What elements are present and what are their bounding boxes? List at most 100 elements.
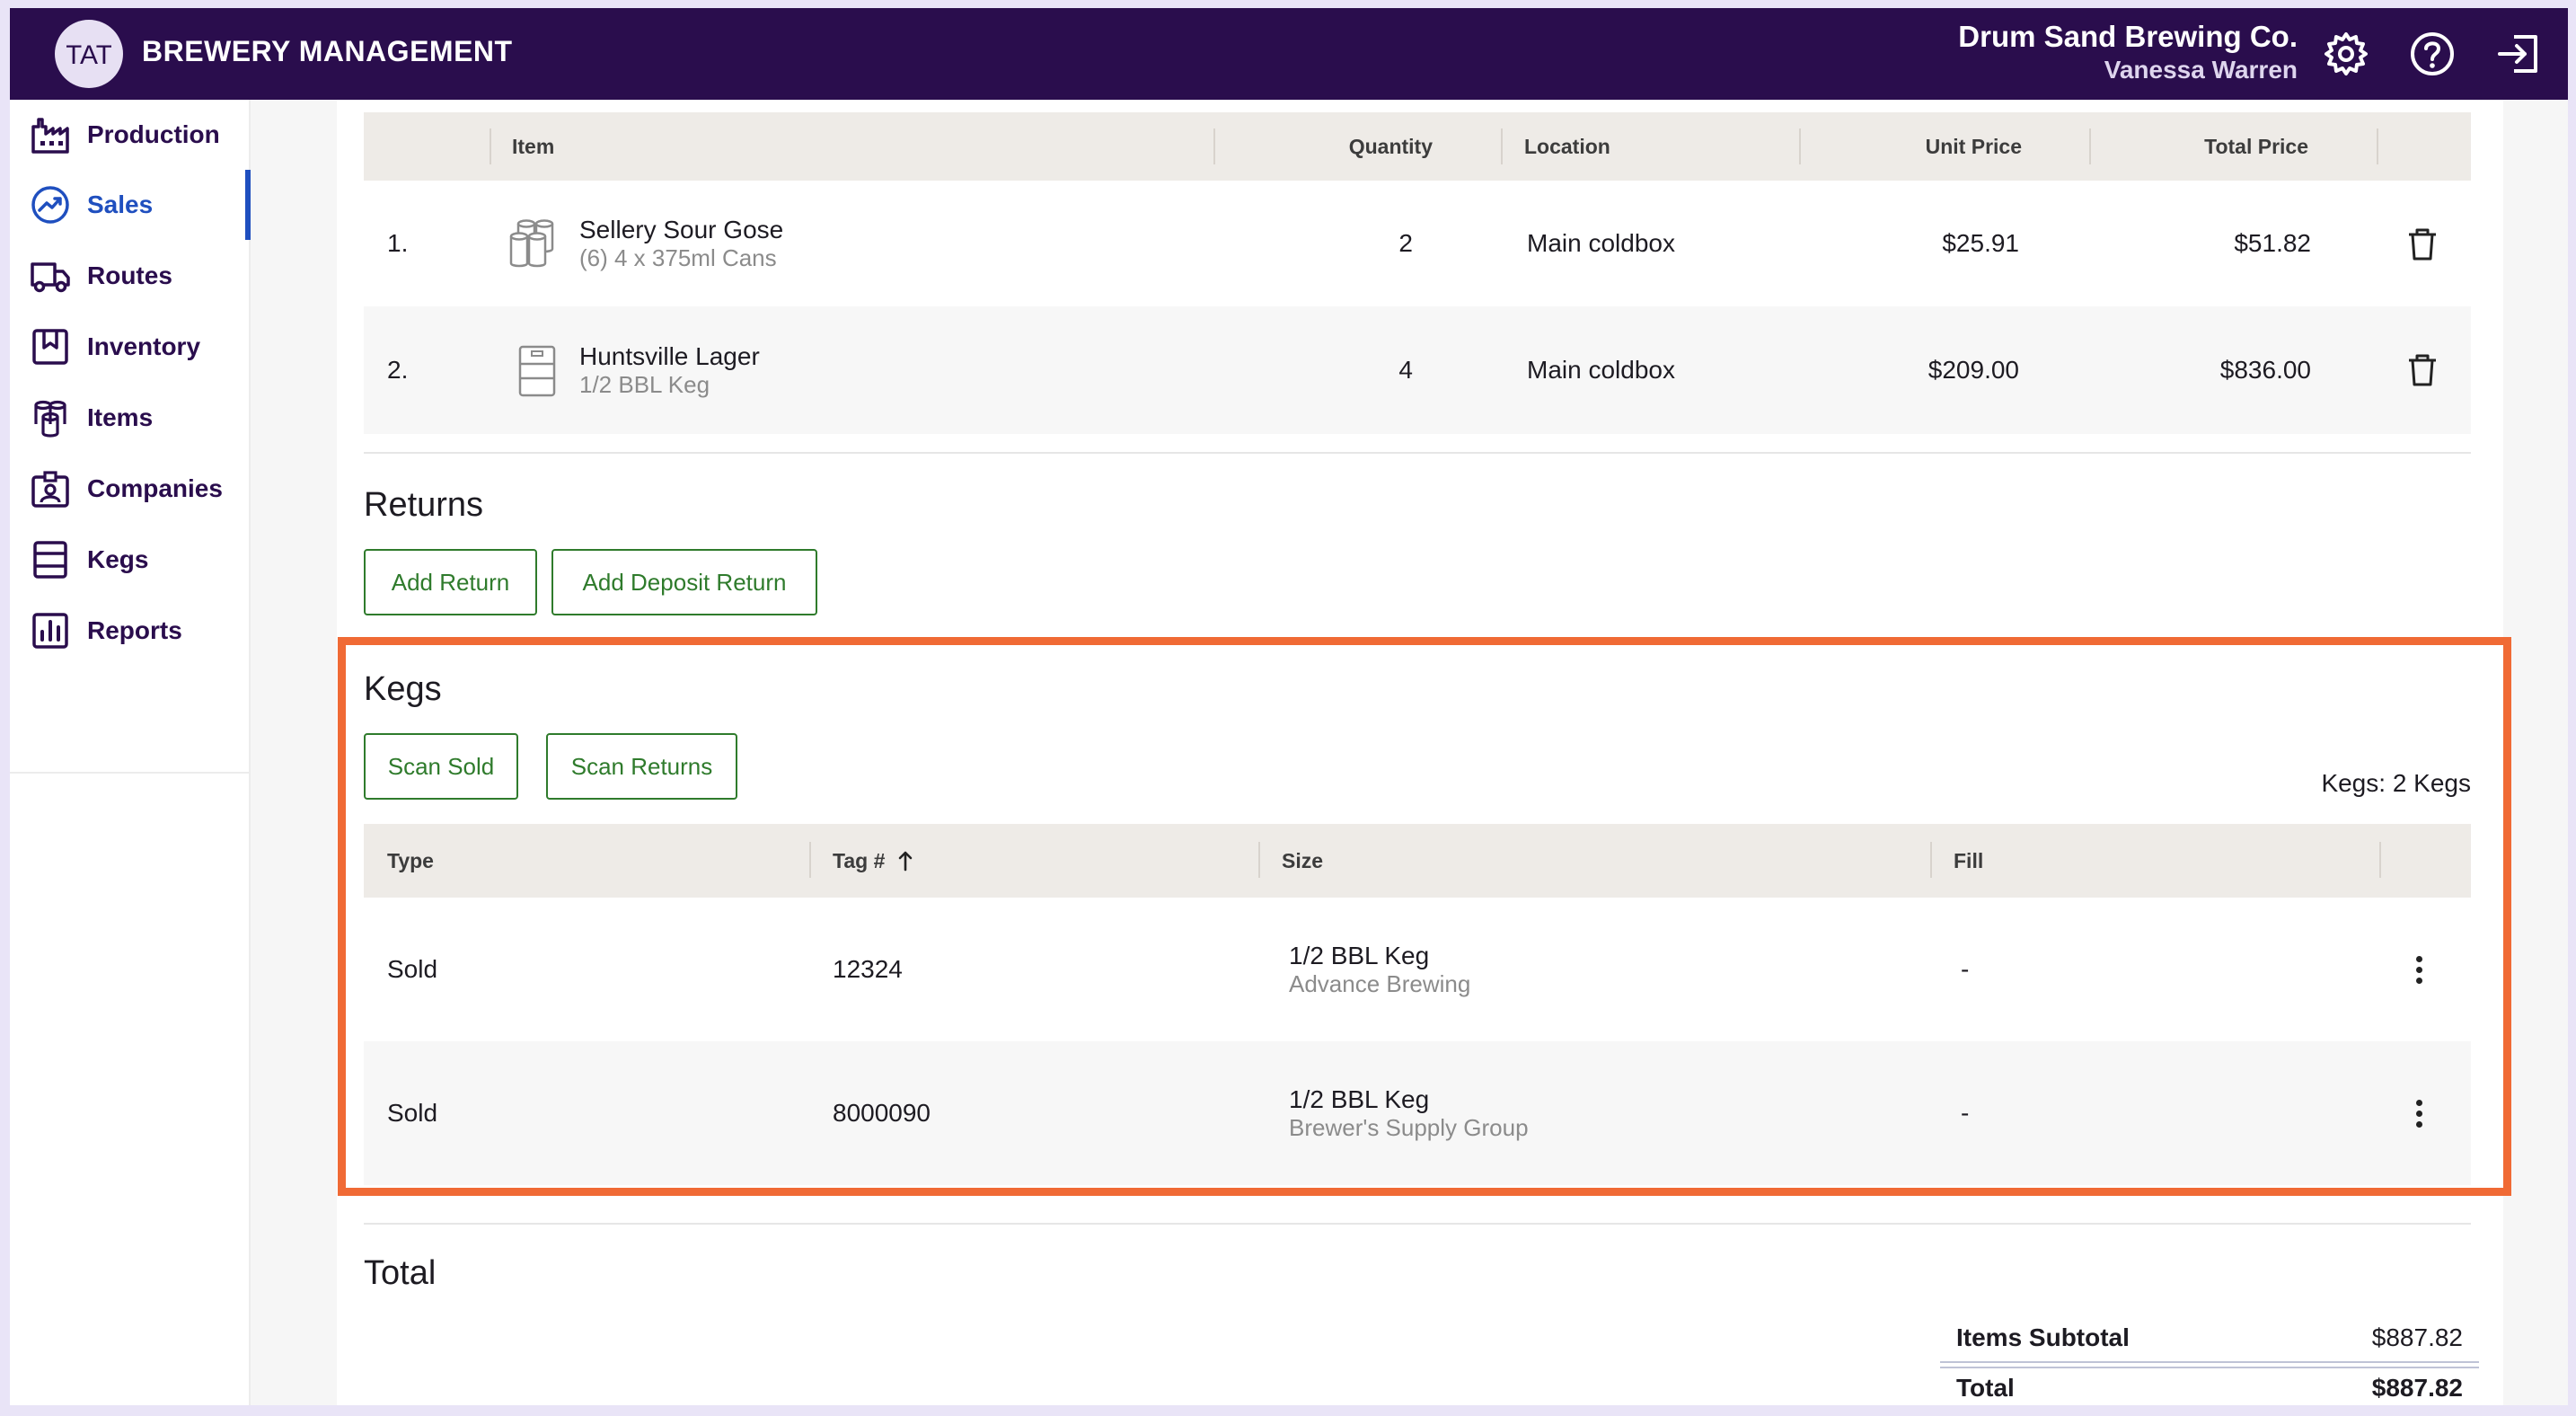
badge-icon <box>31 471 69 508</box>
column-header-size[interactable]: Size <box>1282 848 1324 872</box>
trash-icon[interactable] <box>2406 227 2439 261</box>
sidebar-item-routes[interactable]: Routes <box>10 241 251 311</box>
column-header-item[interactable]: Item <box>512 134 555 158</box>
total-value: $887.82 <box>2371 1374 2463 1402</box>
sidebar-item-label: Companies <box>87 474 223 502</box>
svg-text:TAT: TAT <box>66 40 111 70</box>
row-number: 1. <box>387 229 409 257</box>
total-title: Total <box>364 1254 437 1292</box>
keg-type-cell: Sold <box>387 1099 438 1127</box>
truck-icon <box>31 262 70 293</box>
logout-icon[interactable] <box>2494 30 2543 78</box>
gear-icon[interactable] <box>2322 30 2370 78</box>
keg-vendor: Brewer's Supply Group <box>1289 1113 1529 1141</box>
scan-returns-button[interactable]: Scan Returns <box>546 733 737 800</box>
column-divider <box>490 128 491 164</box>
keg-size-cell: 1/2 BBL Keg Advance Brewing <box>1289 898 1470 1041</box>
sidebar-item-sales[interactable]: Sales <box>10 170 251 240</box>
more-vertical-icon <box>2415 955 2422 984</box>
column-divider <box>1258 842 1260 878</box>
item-cell[interactable]: Huntsville Lager 1/2 BBL Keg <box>579 306 760 434</box>
quantity-cell: 2 <box>1398 229 1413 257</box>
total-label: Total <box>1956 1374 2015 1402</box>
help-icon[interactable] <box>2408 30 2457 78</box>
sidebar-item-label: Items <box>87 403 154 431</box>
column-header-location[interactable]: Location <box>1524 134 1610 158</box>
keg-size: 1/2 BBL Keg <box>1289 941 1430 969</box>
brand-logo[interactable]: TAT <box>55 20 123 88</box>
column-header-unit-price[interactable]: Unit Price <box>1925 134 2022 158</box>
kegs-title: Kegs <box>364 670 442 708</box>
table-row: 1. Sellery Sour Gose (6) 4 x 375ml Cans … <box>364 181 2471 306</box>
user-name: Vanessa Warren <box>2104 56 2298 84</box>
column-divider <box>2379 842 2381 878</box>
top-bar: TAT BREWERY MANAGEMENT Drum Sand Brewing… <box>10 8 2568 100</box>
factory-icon <box>31 118 69 154</box>
table-row: Sold 8000090 1/2 BBL Keg Brewer's Supply… <box>364 1041 2471 1185</box>
keg-size: 1/2 BBL Keg <box>1289 1084 1430 1113</box>
keg-type-cell: Sold <box>387 955 438 983</box>
table-row: 2. Huntsville Lager 1/2 BBL Keg 4 Main c… <box>364 306 2471 434</box>
column-header-type[interactable]: Type <box>387 848 434 872</box>
scan-sold-button[interactable]: Scan Sold <box>364 733 518 800</box>
items-table-header: Item Quantity Location Unit Price Total … <box>364 112 2471 181</box>
sidebar-item-label: Kegs <box>87 545 149 573</box>
keg-tag-cell: 12324 <box>833 955 903 983</box>
keg-icon <box>33 541 67 579</box>
item-cell[interactable]: Sellery Sour Gose (6) 4 x 375ml Cans <box>579 181 783 306</box>
location-cell: Main coldbox <box>1527 356 1675 384</box>
sidebar-item-production[interactable]: Production <box>10 100 251 170</box>
unit-price-cell: $209.00 <box>1928 356 2019 384</box>
trend-icon <box>31 186 69 224</box>
trash-icon[interactable] <box>2406 353 2439 387</box>
section-divider <box>364 1223 2471 1225</box>
row-number: 2. <box>387 356 409 384</box>
column-header-fill[interactable]: Fill <box>1954 848 1984 872</box>
column-divider <box>1213 128 1215 164</box>
unit-price-cell: $25.91 <box>1942 229 2019 257</box>
sidebar-item-companies[interactable]: Companies <box>10 454 251 524</box>
subtotal-row: Items Subtotal $887.82 <box>1940 1323 2479 1358</box>
sidebar-item-inventory[interactable]: Inventory <box>10 312 251 382</box>
subtotal-value: $887.82 <box>2371 1323 2463 1351</box>
app-title: BREWERY MANAGEMENT <box>142 35 513 67</box>
column-header-quantity[interactable]: Quantity <box>1348 134 1433 158</box>
totals-summary: Items Subtotal $887.82 Total $887.82 <box>1940 1323 2479 1404</box>
sidebar-item-reports[interactable]: Reports <box>10 596 251 666</box>
column-divider <box>2377 128 2378 164</box>
column-header-tag[interactable]: Tag # <box>833 824 913 898</box>
column-header-total-price[interactable]: Total Price <box>2204 134 2308 158</box>
sidebar-item-items[interactable]: Items <box>10 383 251 453</box>
keg-icon <box>518 345 556 397</box>
column-divider <box>2089 128 2091 164</box>
sidebar-item-kegs[interactable]: Kegs <box>10 525 251 595</box>
column-divider <box>1799 128 1801 164</box>
total-price-cell: $51.82 <box>2234 229 2311 257</box>
more-options-button[interactable] <box>2401 898 2437 1041</box>
column-header-tag-label: Tag # <box>833 848 886 872</box>
column-divider <box>1930 842 1932 878</box>
more-vertical-icon <box>2415 1099 2422 1128</box>
add-return-button[interactable]: Add Return <box>364 549 537 615</box>
item-description: 1/2 BBL Keg <box>579 370 710 398</box>
item-name: Huntsville Lager <box>579 341 760 370</box>
keg-fill-cell: - <box>1961 955 1970 983</box>
more-options-button[interactable] <box>2401 1041 2437 1185</box>
add-deposit-return-button[interactable]: Add Deposit Return <box>551 549 817 615</box>
sidebar-item-label: Inventory <box>87 332 201 360</box>
main-content: Item Quantity Location Unit Price Total … <box>337 100 2503 1405</box>
sort-ascending-icon <box>899 851 913 872</box>
keg-count: Kegs: 2 Kegs <box>2321 769 2471 797</box>
subtotal-label: Items Subtotal <box>1956 1323 2130 1351</box>
sidebar: Production Sales Routes Inventory <box>10 100 251 1405</box>
item-description: (6) 4 x 375ml Cans <box>579 243 777 271</box>
sidebar-item-label: Production <box>87 120 220 148</box>
section-divider <box>364 452 2471 454</box>
sidebar-item-label: Sales <box>87 190 154 218</box>
sidebar-item-label: Routes <box>87 261 172 289</box>
total-price-cell: $836.00 <box>2219 356 2311 384</box>
column-divider <box>809 842 811 878</box>
keg-size-cell: 1/2 BBL Keg Brewer's Supply Group <box>1289 1041 1529 1185</box>
returns-title: Returns <box>364 486 484 524</box>
app-window: TAT BREWERY MANAGEMENT Drum Sand Brewing… <box>10 8 2568 1405</box>
